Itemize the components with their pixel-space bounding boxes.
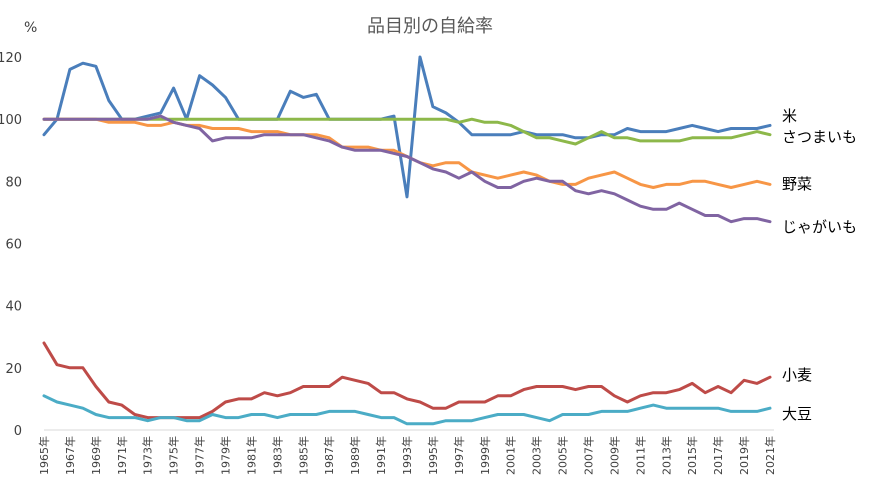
x-tick-label: 1993年 xyxy=(400,436,414,475)
x-tick-label: 1983年 xyxy=(270,436,284,475)
x-tick-label: 2001年 xyxy=(504,436,518,475)
series-line-3 xyxy=(42,114,772,224)
x-tick-label: 1969年 xyxy=(89,436,103,475)
series-line-0 xyxy=(42,55,772,199)
x-tick-label: 2005年 xyxy=(556,436,570,475)
y-tick-label: 120 xyxy=(0,51,22,66)
x-tick-label: 2003年 xyxy=(530,436,544,475)
x-tick-label: 2021年 xyxy=(763,436,777,475)
x-tick-label: 1991年 xyxy=(374,436,388,475)
series-end-label: 小麦 xyxy=(782,366,812,384)
x-tick-label: 1977年 xyxy=(193,436,207,475)
x-tick-label: 2017年 xyxy=(711,436,725,475)
chart-title: 品目別の自給率 xyxy=(367,16,493,37)
x-axis-ticks: 1965年 1967年 1969年 1971年 1973年 1975年 1977年 1979年… xyxy=(37,436,777,475)
x-tick-label: 1999年 xyxy=(478,436,492,475)
series-end-label: 米 xyxy=(782,107,797,125)
series-line-2 xyxy=(42,117,772,189)
series-end-label: 大豆 xyxy=(782,405,812,423)
x-tick-label: 2015年 xyxy=(685,436,699,475)
y-axis-unit-label: % xyxy=(24,20,37,36)
x-tick-label: 1971年 xyxy=(115,436,129,475)
y-tick-label: 20 xyxy=(5,362,22,377)
x-tick-label: 2019年 xyxy=(737,436,751,475)
x-tick-label: 1987年 xyxy=(322,436,336,475)
y-tick-label: 40 xyxy=(5,300,22,315)
y-tick-label: 80 xyxy=(5,175,22,190)
x-tick-label: 1975年 xyxy=(167,436,181,475)
series-lines xyxy=(42,55,772,426)
x-tick-label: 1967年 xyxy=(63,436,77,475)
x-tick-label: 2013年 xyxy=(659,436,673,475)
x-tick-label: 1979年 xyxy=(219,436,233,475)
x-tick-label: 1989年 xyxy=(348,436,362,475)
y-tick-label: 100 xyxy=(0,113,22,128)
x-tick-label: 2011年 xyxy=(633,436,647,475)
x-tick-label: 2007年 xyxy=(582,436,596,475)
y-tick-label: 60 xyxy=(5,238,22,253)
series-line-5 xyxy=(42,394,772,426)
x-tick-label: 1973年 xyxy=(141,436,155,475)
y-axis-ticks: 0 20 40 60 80 100 120 xyxy=(0,51,22,439)
x-tick-label: 1965年 xyxy=(37,436,51,475)
x-tick-label: 1995年 xyxy=(426,436,440,475)
series-end-label: さつまいも xyxy=(782,128,857,146)
y-tick-label: 0 xyxy=(14,424,22,439)
series-end-label: じゃがいも xyxy=(782,218,857,236)
series-end-label: 野菜 xyxy=(782,175,812,193)
x-tick-label: 1997年 xyxy=(452,436,466,475)
x-tick-label: 1985年 xyxy=(296,436,310,475)
x-tick-label: 2009年 xyxy=(607,436,621,475)
x-tick-label: 1981年 xyxy=(244,436,258,475)
